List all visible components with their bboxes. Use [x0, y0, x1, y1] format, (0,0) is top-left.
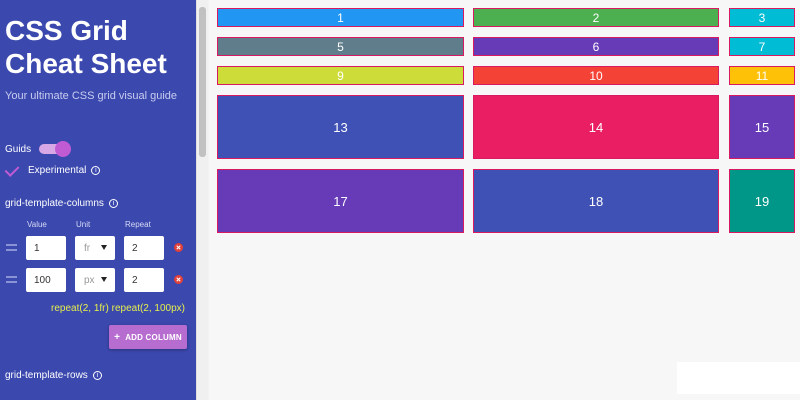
- info-icon[interactable]: i: [108, 199, 118, 208]
- add-column-label: ADD COLUMN: [125, 332, 182, 342]
- info-icon[interactable]: i: [92, 371, 102, 380]
- toggle-knob[interactable]: [55, 141, 72, 157]
- grid-cell-2: 2: [473, 8, 719, 27]
- grid-cell-10: 10: [473, 66, 719, 85]
- grid-cell-6: 6: [473, 37, 719, 56]
- grid-cell-13: 13: [217, 95, 464, 159]
- drag-handle-icon[interactable]: [6, 276, 17, 283]
- grid-cell-7: 7: [729, 37, 795, 56]
- guides-row: Guids: [5, 140, 72, 158]
- unit-value: px: [84, 274, 95, 286]
- grid-cell-15: 15: [729, 95, 795, 159]
- grid-cell-19: 19: [729, 169, 795, 233]
- page-title: CSS Grid Cheat Sheet: [5, 15, 167, 79]
- grid-cell-5: 5: [217, 37, 464, 56]
- caret-down-icon: [101, 277, 107, 282]
- grid-cell-9: 9: [217, 66, 464, 85]
- experimental-row: Experimental i: [4, 162, 101, 178]
- repeat-input[interactable]: 2: [124, 268, 164, 292]
- checkmark-icon[interactable]: [4, 163, 20, 177]
- grid-cell-18: 18: [473, 169, 719, 233]
- grid-cell-17: 17: [217, 169, 464, 233]
- value-input[interactable]: 100: [26, 268, 66, 292]
- scrollbar-thumb[interactable]: [199, 7, 206, 157]
- info-icon[interactable]: i: [91, 165, 101, 175]
- rows-label: grid-template-rows: [5, 370, 88, 381]
- guides-toggle[interactable]: [39, 141, 72, 157]
- repeat-input[interactable]: 2: [124, 236, 164, 260]
- value-input[interactable]: 1: [26, 236, 66, 260]
- grid-cell-1: 1: [217, 8, 464, 27]
- guides-label: Guids: [5, 143, 32, 155]
- columns-formula: repeat(2, 1fr) repeat(2, 100px): [51, 303, 185, 314]
- unit-value: fr: [84, 242, 91, 254]
- unit-header: Unit: [76, 220, 91, 229]
- caret-down-icon: [101, 245, 107, 250]
- grid-cell-14: 14: [473, 95, 719, 159]
- columns-section-label: grid-template-columns i: [5, 198, 118, 209]
- unit-select[interactable]: px: [75, 268, 115, 292]
- column-row: 100 px 2: [0, 268, 196, 292]
- columns-label: grid-template-columns: [5, 198, 104, 209]
- value-header: Value: [27, 220, 47, 229]
- plus-icon: +: [114, 331, 121, 343]
- overlay-panel: [677, 362, 800, 394]
- unit-select[interactable]: fr: [75, 236, 115, 260]
- drag-handle-icon[interactable]: [6, 244, 17, 251]
- rows-section-label: grid-template-rows i: [5, 370, 102, 381]
- page-subtitle: Your ultimate CSS grid visual guide: [5, 90, 178, 102]
- column-row: 1 fr 2: [0, 236, 196, 260]
- grid-cell-3: 3: [729, 8, 795, 27]
- grid-cell-11: 11: [729, 66, 795, 85]
- delete-icon[interactable]: [174, 243, 183, 252]
- experimental-label: Experimental: [28, 164, 87, 176]
- repeat-header: Repeat: [125, 220, 151, 229]
- delete-icon[interactable]: [174, 275, 183, 284]
- add-column-button[interactable]: + ADD COLUMN: [109, 325, 187, 349]
- sidebar: CSS Grid Cheat Sheet Your ultimate CSS g…: [0, 0, 196, 400]
- sidebar-scrollbar[interactable]: [196, 0, 208, 400]
